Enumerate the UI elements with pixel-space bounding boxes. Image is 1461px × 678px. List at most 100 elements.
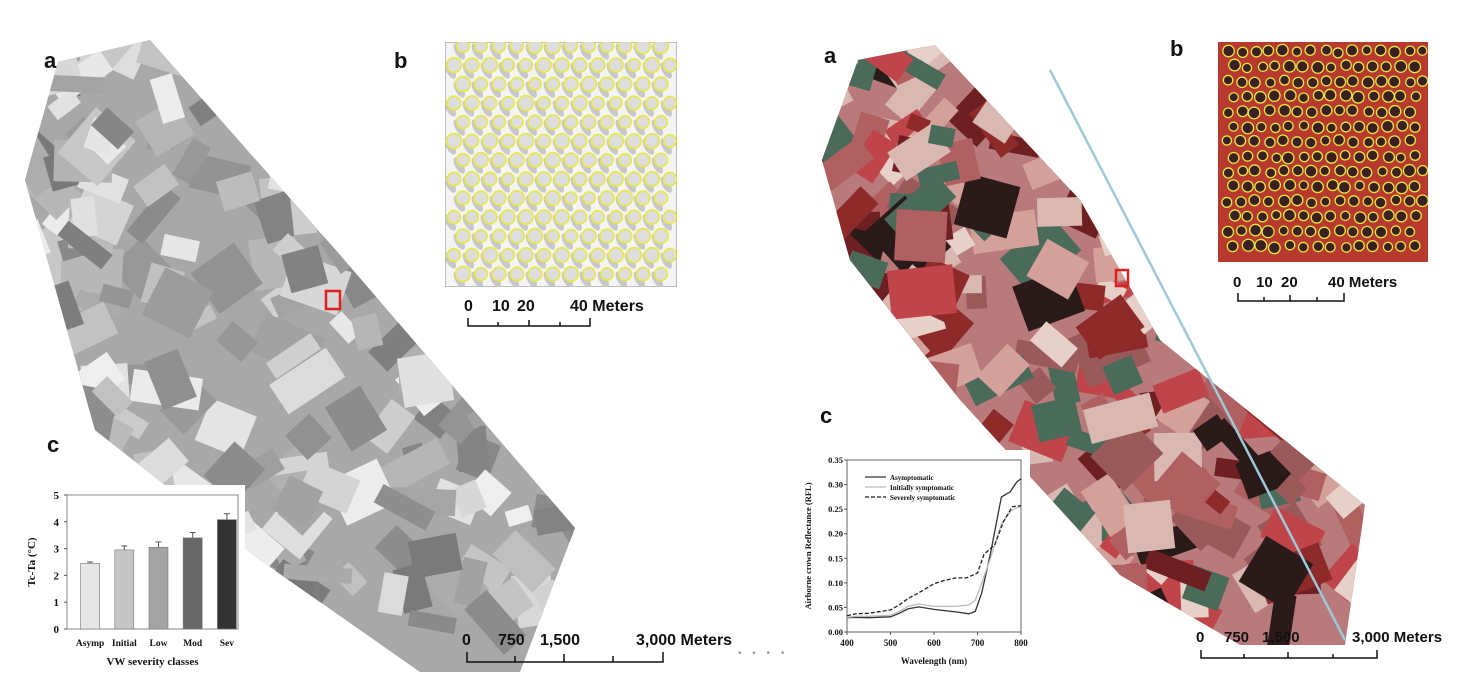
crown-outline	[1319, 165, 1331, 177]
crown-outline	[581, 42, 597, 54]
crown-outline	[1291, 105, 1304, 118]
y-tick-label: 2	[54, 570, 60, 582]
crown-outline	[1416, 164, 1428, 177]
crown-outline	[572, 57, 588, 73]
crown-outline	[536, 133, 552, 149]
crown-outline	[472, 151, 490, 169]
crown-outline	[1241, 90, 1253, 103]
series-line	[846, 505, 1022, 617]
crown-outline	[1248, 194, 1261, 207]
crown-outline	[1276, 134, 1289, 147]
crown-outline	[473, 76, 489, 92]
crown-outline	[635, 114, 651, 130]
crown-outline	[617, 228, 633, 244]
crown-outline	[1270, 122, 1281, 134]
crown-outline	[1381, 89, 1395, 103]
crown-outline	[1241, 210, 1253, 223]
crown-outline	[464, 209, 480, 225]
crown-outline	[1278, 164, 1290, 177]
crown-outline	[1395, 152, 1406, 163]
crown-outline	[1332, 47, 1344, 59]
crown-outline	[1228, 121, 1239, 132]
crown-outline	[644, 171, 660, 187]
crown-outline	[1339, 88, 1353, 102]
crown-outline	[1248, 164, 1261, 177]
crown-outline	[608, 209, 624, 225]
crown-outline	[518, 57, 534, 73]
crown-outline	[572, 171, 588, 187]
crown-outline	[599, 114, 615, 130]
left-crown-inset	[445, 42, 677, 287]
y-tick-label: 1	[54, 597, 60, 609]
crown-outline	[553, 208, 571, 226]
crown-outline	[1304, 136, 1317, 149]
crown-outline	[563, 42, 579, 54]
crown-outline	[662, 95, 677, 111]
crown-outline	[1367, 211, 1379, 223]
highlight-box	[324, 289, 342, 311]
crown-outline	[1271, 152, 1282, 164]
crown-outline	[581, 152, 597, 168]
crown-outline	[1353, 239, 1365, 252]
crown-outline	[1380, 61, 1392, 73]
crown-outline	[1267, 89, 1281, 103]
crown-outline	[509, 42, 525, 54]
scale-tick: 0	[1233, 274, 1242, 291]
panel-label: a	[824, 43, 837, 68]
crown-outline	[626, 133, 642, 149]
crown-outline	[599, 228, 615, 244]
crown-outline	[563, 76, 579, 92]
crown-outline	[1291, 164, 1304, 177]
crown-outline	[1310, 211, 1323, 224]
crown-outline	[1222, 107, 1234, 119]
bar	[182, 537, 203, 630]
highlight-box	[1114, 268, 1130, 288]
crown-outline	[1241, 62, 1253, 74]
left-thermal-map	[25, 40, 575, 672]
crown-outline	[536, 247, 552, 263]
crown-outline	[618, 115, 632, 129]
crown-outline	[1409, 121, 1421, 133]
crown-outline	[491, 266, 507, 282]
crown-outline	[500, 95, 516, 111]
crown-outline	[1366, 240, 1379, 253]
crown-outline	[526, 227, 544, 245]
crown-outline	[1334, 164, 1347, 177]
crown-outline	[491, 228, 507, 244]
x-tick-label: 700	[971, 638, 985, 648]
crown-outline	[491, 152, 507, 168]
crown-outline	[1311, 180, 1324, 194]
crown-outline	[464, 247, 480, 263]
y-tick-label: 3	[54, 544, 60, 556]
crown-outline	[1306, 76, 1319, 89]
crown-outline	[1366, 60, 1379, 73]
crown-outline	[1382, 151, 1395, 164]
crown-outline	[474, 229, 488, 243]
crown-outline	[609, 96, 623, 110]
crown-outline	[1325, 62, 1337, 73]
crown-outline	[1248, 76, 1261, 89]
crown-outline	[1236, 76, 1248, 89]
crown-outline	[1366, 149, 1379, 162]
crown-outline	[1228, 209, 1242, 222]
crown-outline	[599, 76, 615, 92]
crown-outline	[1268, 178, 1282, 192]
crown-outline	[564, 191, 578, 205]
crown-outline	[545, 114, 561, 130]
crown-outline	[1347, 226, 1359, 238]
crown-outline	[643, 246, 661, 264]
x-tick-label: 600	[927, 638, 941, 648]
scale-tick: 1,500	[1262, 629, 1300, 646]
crown-outline	[1320, 75, 1332, 87]
crown-outline	[582, 191, 596, 205]
crown-outline	[1354, 180, 1365, 191]
crown-outline	[1409, 149, 1421, 161]
crown-outline	[446, 95, 462, 111]
crown-outline	[1248, 134, 1261, 147]
y-axis-label: Tc-Ta (°C)	[26, 537, 38, 586]
scale-tick: 20	[1281, 274, 1298, 291]
line-chart: 0.00 0.05 0.10 0.15 0.20 0.25 0.30 0.35 400 500 60…	[800, 450, 1030, 672]
crown-outline	[1253, 90, 1267, 104]
crown-outline	[625, 246, 643, 264]
crown-outline	[1226, 240, 1239, 253]
